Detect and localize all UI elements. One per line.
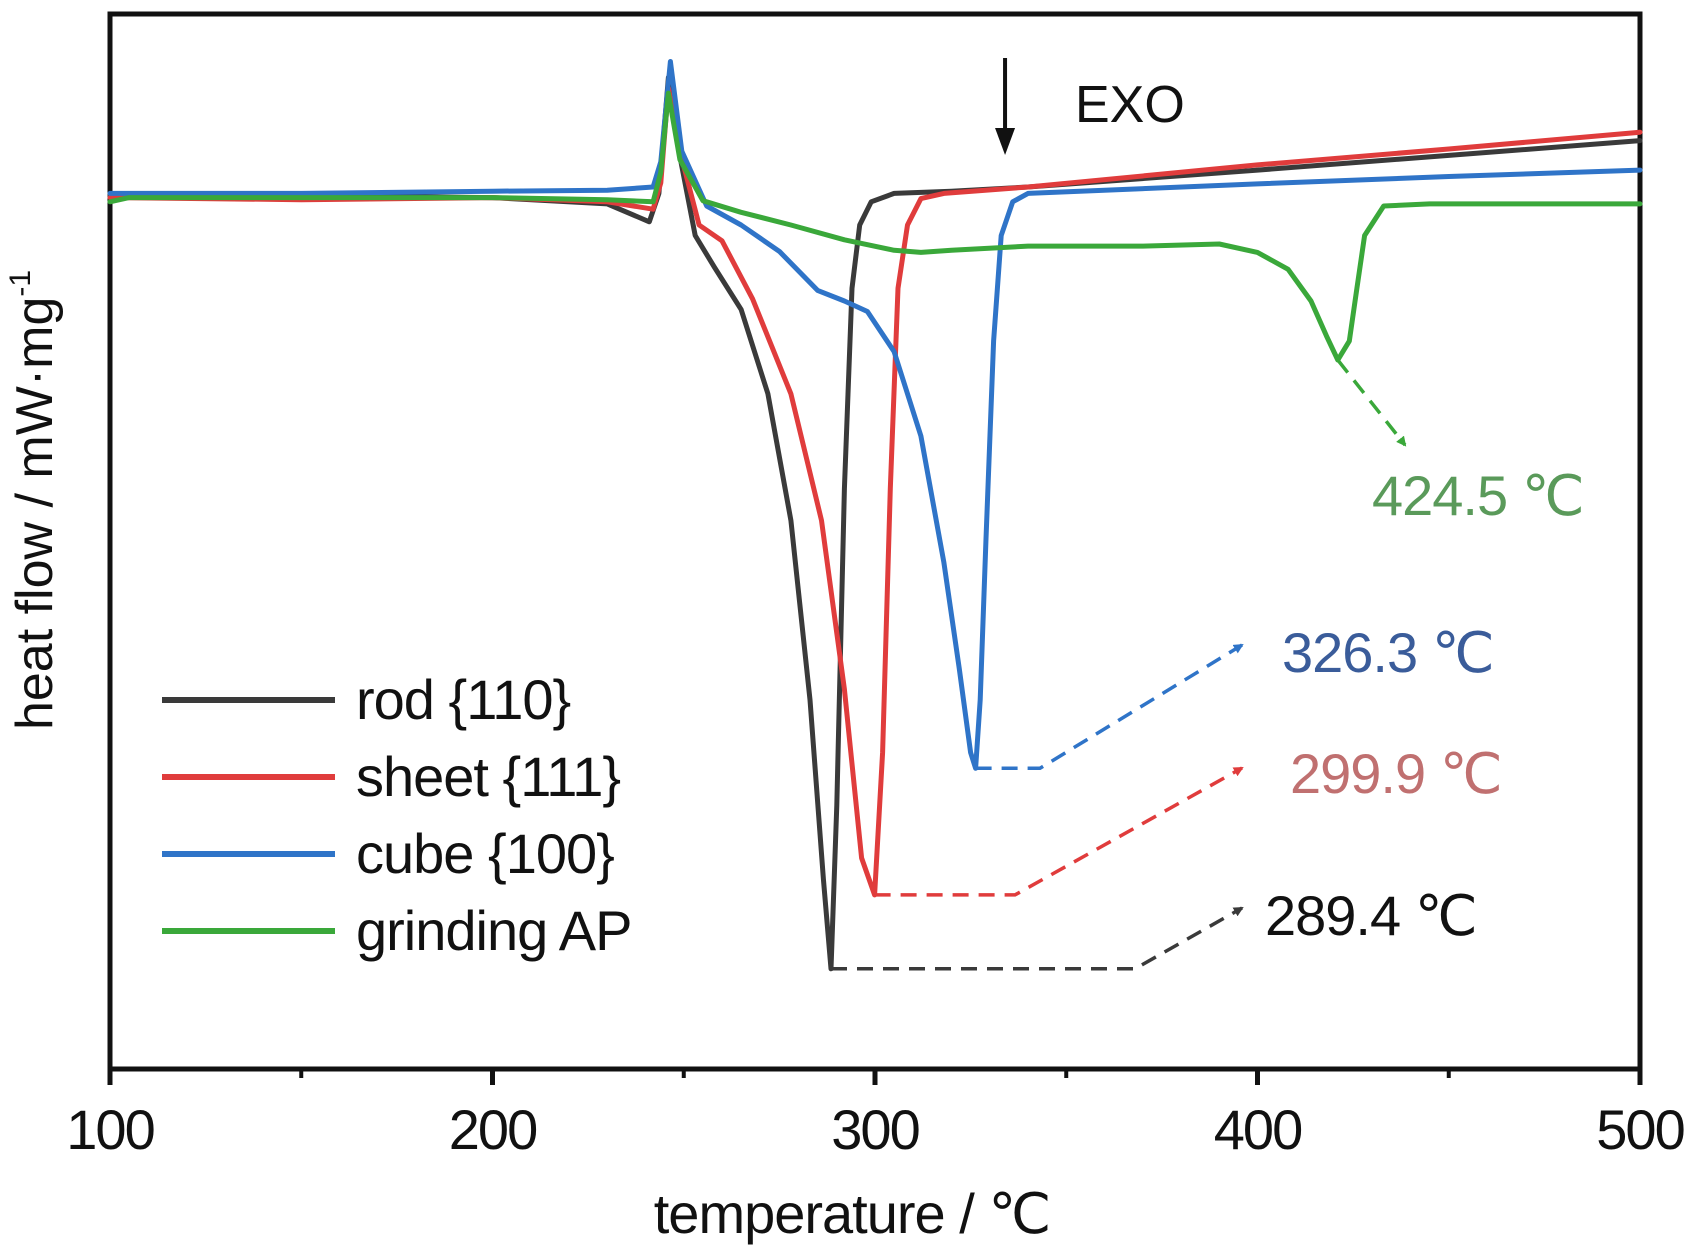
series-line <box>107 59 1643 771</box>
x-axis-label: temperature / ℃ <box>654 1182 1051 1245</box>
series-line <box>107 74 1643 972</box>
peak-temperature-label: 299.9 ℃ <box>1290 742 1502 805</box>
peak-leader-line <box>874 766 1244 897</box>
peak-leader-line <box>975 643 1244 771</box>
peak-leader-line <box>1336 358 1407 447</box>
x-tick-label: 100 <box>66 1098 153 1161</box>
legend-label: grinding AP <box>356 899 631 962</box>
exo-arrow-head <box>995 128 1016 155</box>
x-tick-label: 500 <box>1596 1098 1683 1161</box>
peak-leader-line <box>831 906 1244 971</box>
x-axis-tick-labels: 100 200 300 400 500 <box>66 1098 1685 1161</box>
series-lines <box>107 59 1643 972</box>
x-axis-ticks <box>107 1069 1643 1085</box>
y-axis-label-main: heat flow / mW·mg <box>6 297 64 730</box>
series-line <box>107 85 1643 898</box>
x-tick-label: 200 <box>449 1098 536 1161</box>
exo-label: EXO <box>1075 76 1185 134</box>
x-tick-label: 400 <box>1214 1098 1301 1161</box>
peak-leader-lines <box>831 358 1407 971</box>
legend: rod {110} sheet {111} cube {100} grinding A… <box>162 668 632 962</box>
y-axis-label-sup: -1 <box>4 270 37 297</box>
series-line <box>107 90 1643 363</box>
y-axis-label: heat flow / mW·mg-1 <box>4 270 64 730</box>
peak-labels: 289.4 ℃ 299.9 ℃ 326.3 ℃ 424.5 ℃ <box>1265 464 1585 947</box>
legend-label: rod {110} <box>356 668 570 731</box>
peak-temperature-label: 289.4 ℃ <box>1265 884 1477 947</box>
exo-indicator: EXO <box>995 58 1185 155</box>
legend-label: cube {100} <box>356 822 614 885</box>
peak-temperature-label: 326.3 ℃ <box>1282 621 1494 684</box>
legend-label: sheet {111} <box>356 745 620 808</box>
x-tick-label: 300 <box>831 1098 918 1161</box>
peak-temperature-label: 424.5 ℃ <box>1372 464 1584 527</box>
